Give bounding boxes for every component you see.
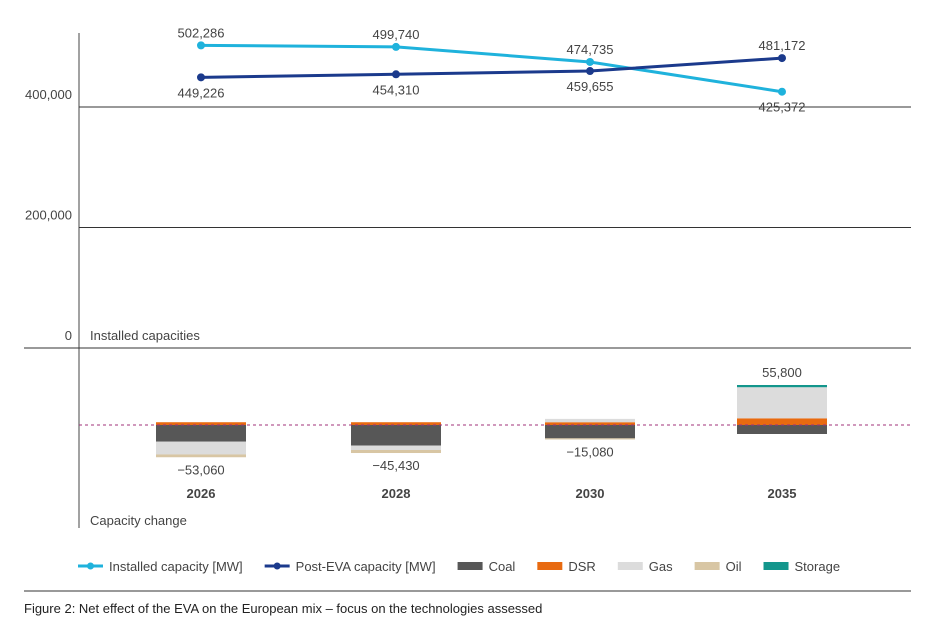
legend-item: Gas (649, 559, 673, 574)
legend-marker-icon (273, 562, 281, 570)
bar-segment-gas (737, 387, 827, 419)
data-label: 459,655 (567, 79, 614, 94)
bar-segment-storage (737, 385, 827, 388)
data-point (778, 54, 786, 63)
bar-segment-dsr (351, 422, 441, 425)
data-label: 425,372 (759, 100, 806, 115)
bar-segment-oil (545, 438, 635, 440)
x-tick-label: 2030 (576, 486, 605, 501)
data-point (197, 41, 205, 50)
series-line (200, 56, 783, 79)
y-tick-label: 200,000 (25, 208, 72, 223)
data-point (778, 87, 786, 96)
data-label: 454,310 (373, 82, 420, 97)
legend-swatch-icon (537, 562, 563, 570)
bar-segment-coal (351, 425, 441, 446)
net-label: −15,080 (566, 444, 613, 459)
legend-swatch-icon (457, 562, 483, 570)
legend-item: DSR (568, 559, 595, 574)
legend-swatch-icon (694, 562, 720, 570)
bar-segment-dsr (737, 418, 827, 425)
legend-item: Coal (489, 559, 516, 574)
legend-item: Post-EVA capacity [MW] (296, 559, 436, 574)
legend-swatch-icon (763, 562, 789, 570)
data-label: 481,172 (759, 38, 806, 53)
legend-item: Storage (795, 559, 841, 574)
data-label: 449,226 (178, 85, 225, 100)
legend-item: Oil (726, 559, 742, 574)
data-point (586, 57, 594, 66)
data-label: 499,740 (373, 27, 420, 42)
panel-label: Capacity change (90, 513, 187, 528)
x-tick-label: 2035 (768, 486, 797, 501)
y-tick-label: 0 (65, 328, 72, 343)
y-tick-label: 400,000 (25, 87, 72, 102)
bar-segment-oil (156, 454, 246, 458)
net-label: 55,800 (762, 365, 802, 380)
bar-segment-gas (156, 441, 246, 455)
panel-label: Installed capacities (90, 328, 200, 343)
figure-caption: Figure 2: Net effect of the EVA on the E… (24, 601, 542, 616)
x-tick-label: 2028 (382, 486, 411, 501)
net-label: −53,060 (177, 462, 224, 477)
data-point (392, 42, 400, 51)
x-tick-label: 2026 (187, 486, 216, 501)
bar-segment-dsr (545, 422, 635, 425)
data-point (392, 70, 400, 79)
bar-segment-coal (545, 425, 635, 439)
series-line (200, 43, 783, 94)
bar-segment-gas (351, 445, 441, 450)
data-point (197, 73, 205, 82)
legend-marker-icon (87, 562, 94, 570)
data-label: 502,286 (178, 25, 225, 40)
bar-segment-oil (351, 450, 441, 454)
bar-segment-coal (156, 425, 246, 442)
bar-segment-coal (737, 425, 827, 434)
legend-swatch-icon (617, 562, 643, 570)
bar-segment-dsr (156, 422, 246, 425)
net-label: −45,430 (372, 458, 419, 473)
data-point (586, 67, 594, 76)
data-label: 474,735 (567, 42, 614, 57)
legend-item: Installed capacity [MW] (109, 559, 243, 574)
bar-segment-gas (545, 418, 635, 423)
